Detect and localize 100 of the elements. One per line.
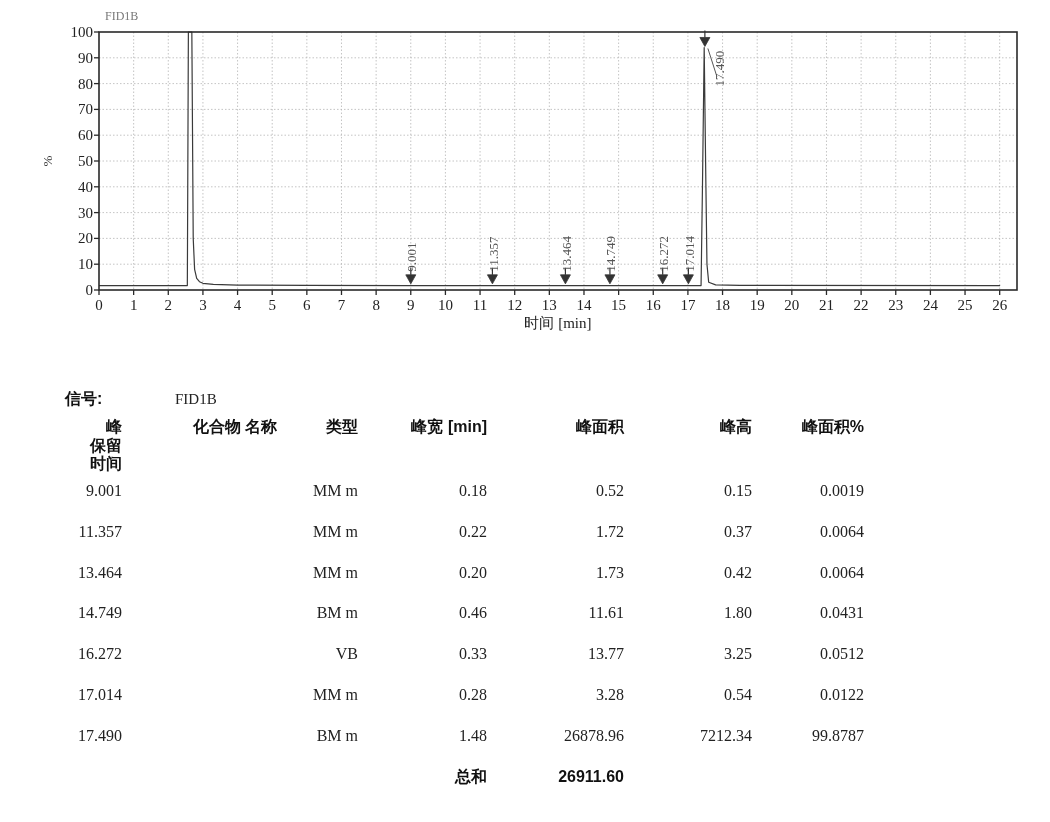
text: 0.15 bbox=[724, 482, 752, 499]
text: 0.0122 bbox=[820, 686, 864, 703]
x-tick-label: 26 bbox=[992, 297, 1008, 313]
text: 99.8787 bbox=[812, 726, 864, 744]
text: 信号: bbox=[64, 390, 103, 407]
text: 26878.96 bbox=[564, 726, 624, 744]
text: 0.20 bbox=[459, 563, 487, 581]
text: 13.464 bbox=[78, 563, 122, 581]
annotation: 17.490 bbox=[712, 50, 728, 87]
x-tick-label: 11 bbox=[472, 297, 488, 313]
x-tick-label: 14 bbox=[576, 297, 592, 313]
text: 9.001 bbox=[86, 482, 122, 499]
text: 26911.60 bbox=[558, 767, 624, 785]
text: 0.0512 bbox=[820, 645, 864, 663]
y-tick-label: 0 bbox=[85, 282, 93, 298]
text: 1.48 bbox=[459, 726, 487, 744]
text: FID1B bbox=[175, 391, 217, 407]
y-tick-label: 100 bbox=[70, 24, 93, 40]
annotation: 11.357 bbox=[485, 236, 501, 272]
text: 0.0431 bbox=[820, 604, 864, 622]
x-tick-label: 23 bbox=[888, 297, 904, 313]
y-tick-label: 20 bbox=[78, 230, 93, 247]
x-tick-label: 18 bbox=[715, 297, 731, 313]
x-tick-label: 10 bbox=[437, 297, 453, 313]
x-tick-label: 15 bbox=[611, 297, 627, 313]
x-tick-label: 6 bbox=[303, 297, 312, 313]
x-tick-label: 0 bbox=[95, 297, 103, 313]
text: 0.52 bbox=[596, 482, 624, 499]
text: 0.54 bbox=[724, 686, 752, 703]
x-tick-label: 13 bbox=[541, 297, 557, 313]
y-axis-title: % bbox=[40, 155, 55, 167]
text: 0.33 bbox=[459, 645, 487, 663]
y-tick-label: 50 bbox=[78, 153, 93, 169]
y-tick-label: 10 bbox=[78, 256, 93, 273]
category-label: 峰面积 bbox=[576, 418, 625, 435]
text: MM m bbox=[313, 522, 358, 540]
text: 11.61 bbox=[588, 604, 624, 622]
x-axis-title: 时间 [min] bbox=[524, 315, 592, 331]
text: 1.72 bbox=[596, 522, 624, 540]
text: 0.0019 bbox=[820, 482, 864, 499]
x-tick-label: 21 bbox=[818, 297, 834, 313]
text: 0.37 bbox=[724, 522, 752, 540]
y-tick-label: 80 bbox=[78, 75, 93, 92]
text: 0.22 bbox=[459, 522, 487, 540]
x-tick-label: 12 bbox=[507, 297, 523, 313]
category-label: 峰保留时间 bbox=[89, 418, 123, 472]
text: 14.749 bbox=[78, 604, 122, 622]
x-tick-label: 8 bbox=[372, 297, 380, 313]
x-tick-label: 5 bbox=[268, 297, 276, 313]
text: MM m bbox=[313, 482, 358, 499]
text: 0.46 bbox=[459, 604, 487, 622]
text: 17.490 bbox=[78, 726, 122, 744]
text: 1.80 bbox=[724, 604, 752, 622]
text: 总和 bbox=[455, 767, 487, 785]
text: 0.0064 bbox=[820, 522, 864, 540]
text: 0.42 bbox=[724, 563, 752, 581]
text: BM m bbox=[316, 726, 358, 744]
category-label: 类型 bbox=[325, 418, 358, 435]
text: 3.28 bbox=[596, 686, 624, 703]
x-tick-label: 7 bbox=[337, 297, 346, 313]
x-tick-label: 3 bbox=[199, 297, 207, 313]
annotation: 13.464 bbox=[558, 235, 574, 272]
text: 13.77 bbox=[588, 645, 624, 663]
x-tick-label: 4 bbox=[233, 297, 242, 313]
x-tick-label: 2 bbox=[164, 297, 173, 313]
x-tick-label: 17 bbox=[680, 297, 696, 313]
category-label: 化合物 名称 bbox=[191, 418, 277, 435]
text: VB bbox=[335, 645, 358, 663]
x-tick-label: 20 bbox=[784, 297, 800, 313]
chart-title: FID1B bbox=[105, 9, 139, 23]
category-label: 峰面积% bbox=[801, 418, 864, 435]
x-tick-label: 24 bbox=[922, 297, 939, 313]
category-label: 峰宽 [min] bbox=[411, 417, 487, 435]
annotation: 9.001 bbox=[404, 242, 420, 272]
text: 16.272 bbox=[78, 645, 122, 663]
text: 1.73 bbox=[596, 563, 624, 581]
text: 0.18 bbox=[459, 482, 487, 499]
y-tick-label: 60 bbox=[78, 127, 93, 144]
x-tick-label: 16 bbox=[645, 297, 662, 313]
category-label: 峰高 bbox=[720, 417, 752, 435]
text: 11.357 bbox=[78, 522, 122, 540]
x-tick-label: 22 bbox=[853, 297, 869, 313]
y-tick-label: 40 bbox=[78, 178, 93, 195]
annotation: 17.014 bbox=[681, 235, 697, 272]
annotation: 14.749 bbox=[603, 236, 619, 272]
annotation: 16.272 bbox=[656, 236, 672, 272]
text: 0.28 bbox=[459, 686, 487, 703]
text: 0.0064 bbox=[820, 563, 864, 581]
text: 3.25 bbox=[724, 645, 752, 663]
y-tick-label: 70 bbox=[78, 101, 93, 118]
x-tick-label: 9 bbox=[407, 297, 415, 313]
y-tick-label: 30 bbox=[78, 204, 93, 221]
text: 17.014 bbox=[78, 686, 122, 703]
y-tick-label: 90 bbox=[78, 49, 93, 66]
text: 7212.34 bbox=[700, 726, 752, 744]
x-tick-label: 1 bbox=[129, 297, 138, 313]
x-tick-label: 19 bbox=[749, 297, 765, 313]
text: MM m bbox=[313, 563, 358, 581]
text: MM m bbox=[313, 686, 358, 703]
text: BM m bbox=[316, 604, 358, 622]
